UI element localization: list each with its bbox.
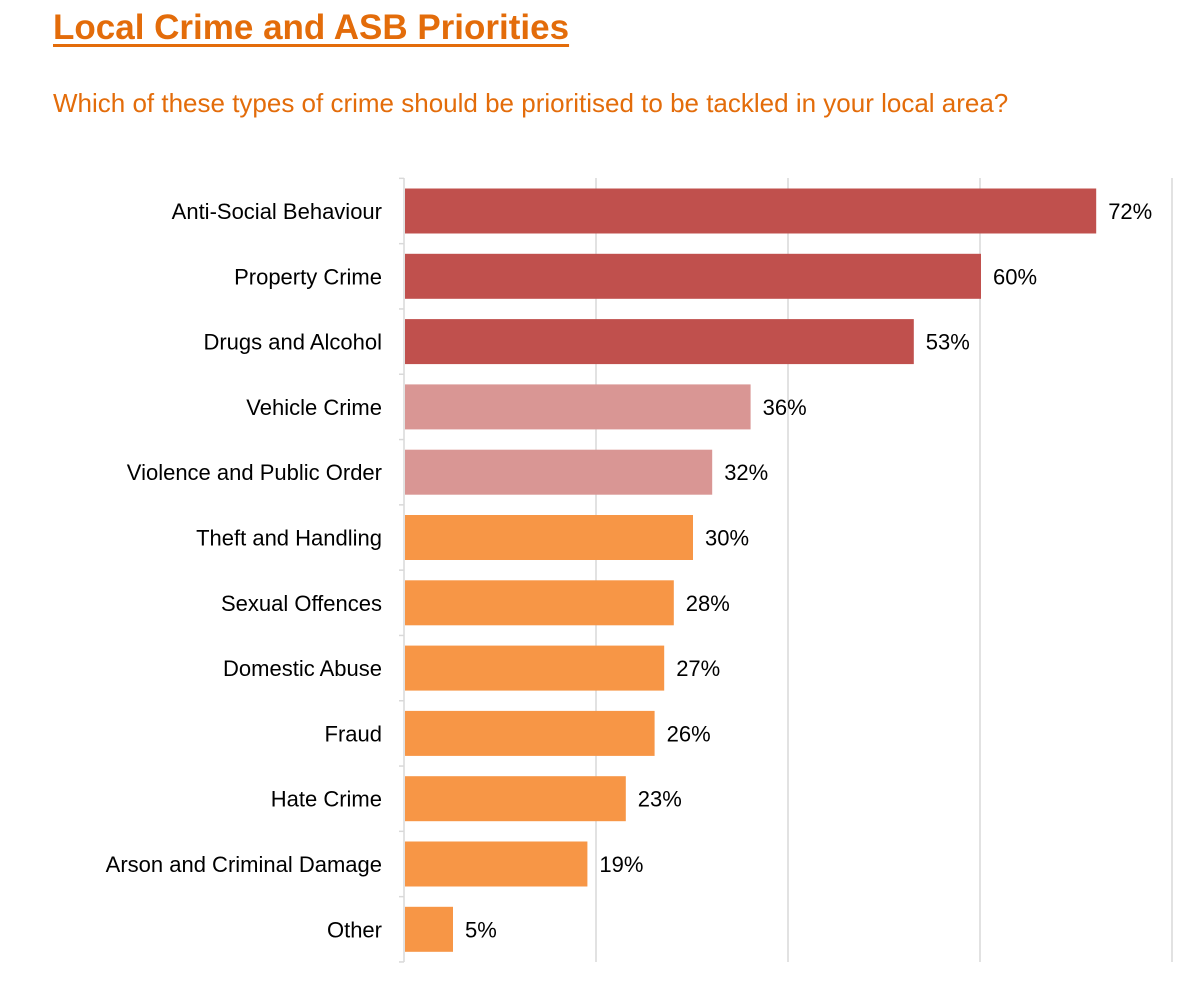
bar (405, 319, 914, 365)
category-label: Violence and Public Order (127, 460, 382, 485)
value-label: 36% (763, 395, 807, 420)
value-label: 26% (667, 721, 711, 746)
page-title: Local Crime and ASB Priorities (53, 8, 570, 47)
category-label: Other (327, 917, 382, 942)
category-label: Property Crime (234, 264, 382, 289)
value-label: 19% (599, 852, 643, 877)
bar (405, 384, 751, 430)
gridlines (595, 178, 1173, 962)
bar (405, 449, 713, 495)
category-label: Domestic Abuse (223, 656, 382, 681)
category-label: Hate Crime (271, 787, 382, 812)
bar (405, 188, 1097, 234)
value-label: 5% (465, 917, 497, 942)
bar (405, 710, 655, 756)
bar (405, 841, 588, 887)
value-label: 32% (724, 460, 768, 485)
page-subtitle: Which of these types of crime should be … (53, 88, 1009, 118)
category-axis (399, 177, 405, 963)
bar (405, 515, 693, 560)
category-label: Theft and Handling (196, 526, 382, 551)
bar (405, 906, 453, 952)
labels: Anti-Social Behaviour 72% Property Crime 60… (106, 199, 1153, 942)
value-label: 30% (705, 526, 749, 551)
value-label: 28% (686, 591, 730, 616)
bars (405, 188, 1097, 952)
category-label: Arson and Criminal Damage (106, 852, 382, 877)
value-label: 53% (926, 330, 970, 355)
category-label: Vehicle Crime (246, 395, 382, 420)
category-label: Drugs and Alcohol (203, 330, 382, 355)
value-label: 72% (1108, 199, 1152, 224)
category-label: Anti-Social Behaviour (172, 199, 382, 224)
value-label: 27% (676, 656, 720, 681)
category-label: Fraud (325, 721, 382, 746)
bar (405, 253, 981, 299)
value-label: 60% (993, 264, 1037, 289)
category-label: Sexual Offences (221, 591, 382, 616)
value-label: 23% (638, 787, 682, 812)
bar (405, 645, 665, 691)
bar (405, 580, 674, 626)
bar (405, 776, 626, 822)
